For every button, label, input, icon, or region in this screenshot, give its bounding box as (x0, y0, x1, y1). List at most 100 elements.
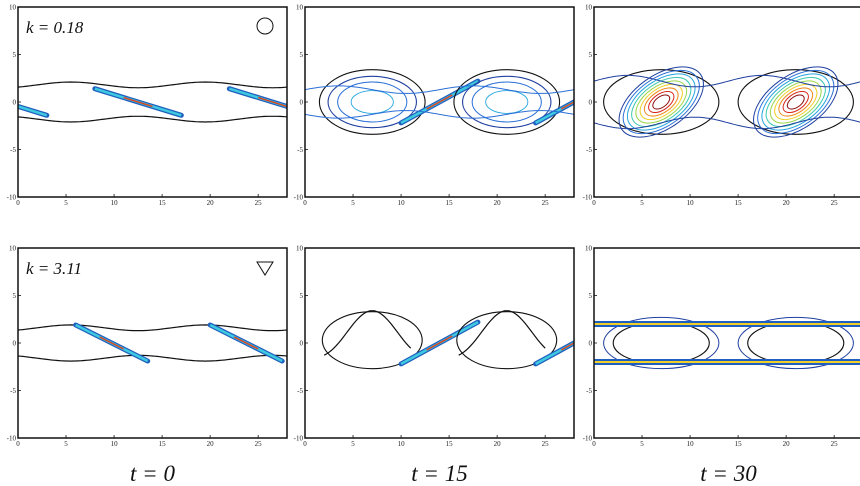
marker-symbol (256, 261, 274, 276)
y-tick-label: -10 (583, 194, 593, 202)
y-tick-label: -5 (297, 387, 303, 395)
contour-line (18, 115, 287, 123)
plot-area (18, 81, 287, 123)
plot-area (321, 310, 574, 370)
y-tick-label: -5 (297, 146, 303, 154)
y-tick-label: 10 (9, 4, 17, 12)
annotation: k = 0.18 (26, 18, 84, 37)
x-tick-label: 25 (831, 440, 839, 448)
x-tick-label: 15 (446, 199, 454, 207)
x-tick-label: 10 (687, 440, 695, 448)
x-tick-label: 25 (831, 199, 839, 207)
x-tick-label: 15 (735, 440, 743, 448)
x-tick-label: 0 (303, 440, 307, 448)
contour-band (534, 341, 574, 365)
x-axis-label: t = 30 (700, 461, 757, 486)
contour-line (18, 324, 287, 332)
annotation: k = 3.11 (26, 259, 82, 278)
x-tick-label: 25 (255, 199, 263, 207)
annotation-bg (22, 256, 110, 280)
contour-line (318, 69, 426, 135)
contour-band (560, 342, 574, 351)
contour-line (18, 81, 287, 89)
contour-band (233, 336, 259, 350)
contour-line (594, 74, 860, 88)
contour-line (786, 94, 805, 110)
y-tick-label: 5 (300, 292, 304, 300)
contour-line (485, 90, 529, 114)
y-tick-label: 5 (589, 51, 593, 59)
x-tick-label: 20 (494, 440, 502, 448)
y-tick-label: 5 (13, 292, 17, 300)
contour-line (782, 90, 809, 114)
contour-band (0, 325, 13, 361)
y-tick-label: -10 (7, 435, 17, 443)
y-tick-label: 10 (585, 245, 593, 253)
contour-band (0, 325, 13, 361)
x-axis-label: t = 15 (411, 461, 467, 486)
x-tick-label: 0 (592, 199, 596, 207)
contour-line (765, 76, 826, 128)
y-tick-label: -10 (583, 435, 593, 443)
contour-line (603, 316, 720, 370)
x-tick-label: 5 (351, 440, 355, 448)
contour-line (337, 81, 408, 123)
contour-line (471, 81, 542, 123)
contour-line (769, 80, 822, 124)
x-tick-label: 20 (207, 199, 215, 207)
y-tick-label: 0 (13, 340, 17, 348)
contour-line (747, 321, 845, 365)
y-tick-label: -5 (10, 146, 16, 154)
x-tick-label: 10 (398, 199, 406, 207)
x-tick-label: 25 (255, 440, 263, 448)
contour-band (534, 100, 574, 124)
y-tick-label: 5 (589, 292, 593, 300)
x-tick-label: 15 (159, 440, 167, 448)
contour-line (612, 321, 710, 365)
x-tick-label: 5 (64, 199, 68, 207)
y-tick-label: 0 (589, 340, 593, 348)
y-tick-label: 10 (296, 4, 304, 12)
x-tick-label: 5 (640, 440, 644, 448)
contour-line (594, 116, 860, 130)
x-tick-label: 10 (687, 199, 695, 207)
y-tick-label: -10 (294, 435, 304, 443)
contour-line (321, 311, 423, 370)
x-tick-label: 20 (783, 199, 791, 207)
x-tick-label: 10 (111, 199, 119, 207)
contour-band (18, 105, 48, 117)
contour-band (369, 337, 393, 349)
y-tick-label: -5 (10, 387, 16, 395)
contour-line (753, 66, 839, 138)
contour-band (257, 96, 287, 108)
x-tick-label: 5 (640, 199, 644, 207)
x-tick-label: 15 (735, 199, 743, 207)
contour-band (426, 335, 453, 351)
y-tick-label: 5 (13, 51, 17, 59)
contour-band (560, 101, 574, 110)
y-tick-label: -10 (7, 194, 17, 202)
contour-line (305, 110, 574, 119)
x-tick-label: 5 (64, 440, 68, 448)
contour-line (618, 66, 704, 138)
x-axis-label: t = 0 (130, 461, 175, 486)
contour-line (18, 354, 287, 362)
panel-frame (593, 247, 860, 439)
contour-line (643, 87, 679, 117)
plot-area (594, 66, 860, 138)
marker-symbol (256, 17, 274, 35)
y-tick-label: 0 (300, 340, 304, 348)
x-tick-label: 5 (351, 199, 355, 207)
contour-line (639, 83, 683, 121)
contour-band (123, 96, 153, 108)
contour-line (462, 75, 552, 129)
contour-line (778, 87, 814, 117)
contour-line (737, 69, 854, 135)
contour-line (456, 311, 558, 370)
contour-line (757, 69, 835, 135)
contour-line (631, 76, 692, 128)
contour-line (648, 90, 675, 114)
y-tick-label: 0 (589, 99, 593, 107)
